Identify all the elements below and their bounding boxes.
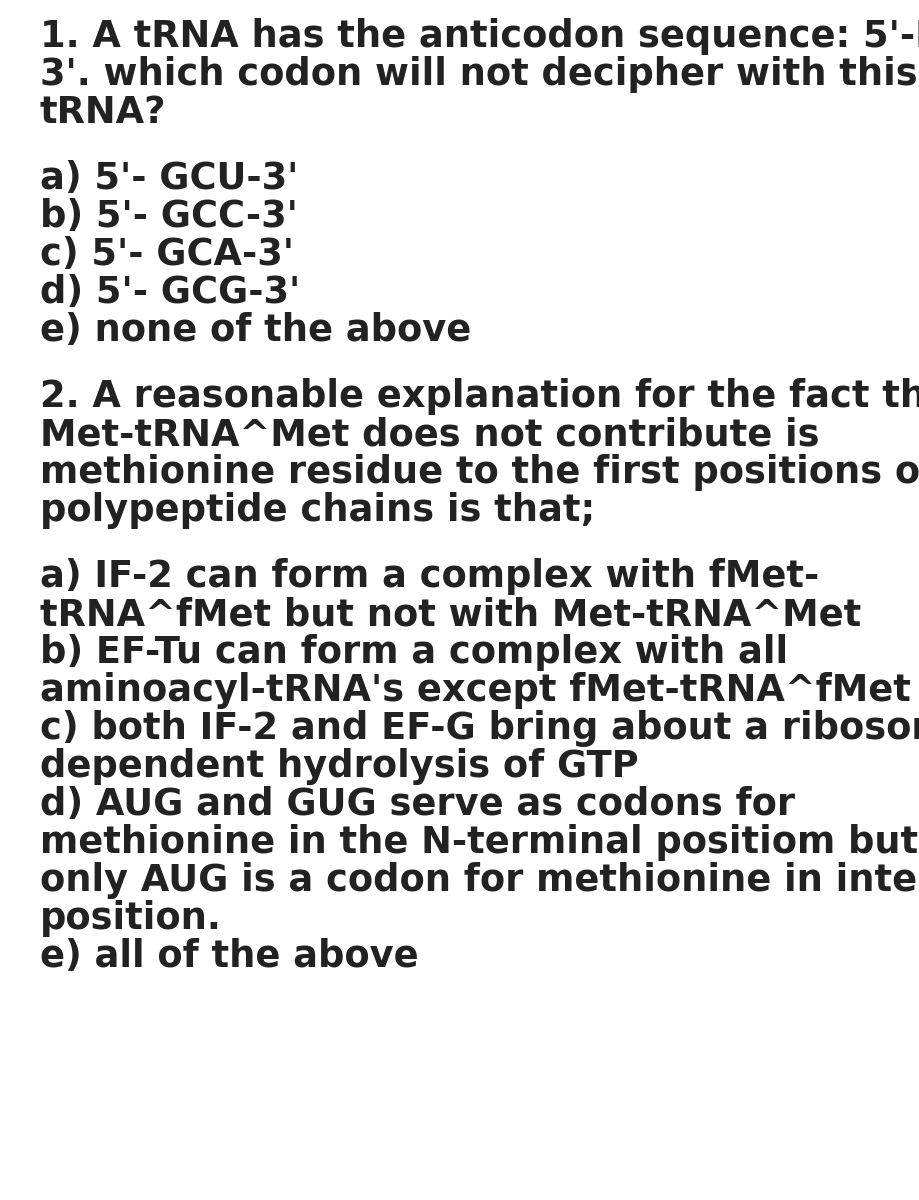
Text: e) all of the above: e) all of the above bbox=[40, 938, 419, 974]
Text: a) IF-2 can form a complex with fMet-: a) IF-2 can form a complex with fMet- bbox=[40, 558, 819, 595]
Text: methionine in the N-terminal positiom but: methionine in the N-terminal positiom bu… bbox=[40, 824, 918, 862]
Text: c) both IF-2 and EF-G bring about a ribosome-: c) both IF-2 and EF-G bring about a ribo… bbox=[40, 710, 919, 746]
Text: only AUG is a codon for methionine in internal: only AUG is a codon for methionine in in… bbox=[40, 862, 919, 899]
Text: 2. A reasonable explanation for the fact that: 2. A reasonable explanation for the fact… bbox=[40, 378, 919, 415]
Text: b) EF-Tu can form a complex with all: b) EF-Tu can form a complex with all bbox=[40, 634, 789, 671]
Text: methionine residue to the first positions of: methionine residue to the first position… bbox=[40, 454, 919, 491]
Text: 3'. which codon will not decipher with this: 3'. which codon will not decipher with t… bbox=[40, 56, 918, 92]
Text: tRNA^fMet but not with Met-tRNA^Met: tRNA^fMet but not with Met-tRNA^Met bbox=[40, 596, 861, 634]
Text: aminoacyl-tRNA's except fMet-tRNA^fMet: aminoacyl-tRNA's except fMet-tRNA^fMet bbox=[40, 672, 911, 709]
Text: b) 5'- GCC-3': b) 5'- GCC-3' bbox=[40, 198, 298, 235]
Text: c) 5'- GCA-3': c) 5'- GCA-3' bbox=[40, 236, 294, 272]
Text: d) AUG and GUG serve as codons for: d) AUG and GUG serve as codons for bbox=[40, 786, 795, 823]
Text: e) none of the above: e) none of the above bbox=[40, 312, 471, 349]
Text: position.: position. bbox=[40, 900, 221, 937]
Text: polypeptide chains is that;: polypeptide chains is that; bbox=[40, 492, 596, 529]
Text: Met-tRNA^Met does not contribute is: Met-tRNA^Met does not contribute is bbox=[40, 416, 820, 452]
Text: dependent hydrolysis of GTP: dependent hydrolysis of GTP bbox=[40, 748, 639, 785]
Text: 1. A tRNA has the anticodon sequence: 5'-IGC-: 1. A tRNA has the anticodon sequence: 5'… bbox=[40, 18, 919, 55]
Text: d) 5'- GCG-3': d) 5'- GCG-3' bbox=[40, 274, 301, 311]
Text: a) 5'- GCU-3': a) 5'- GCU-3' bbox=[40, 160, 299, 197]
Text: tRNA?: tRNA? bbox=[40, 94, 166, 131]
